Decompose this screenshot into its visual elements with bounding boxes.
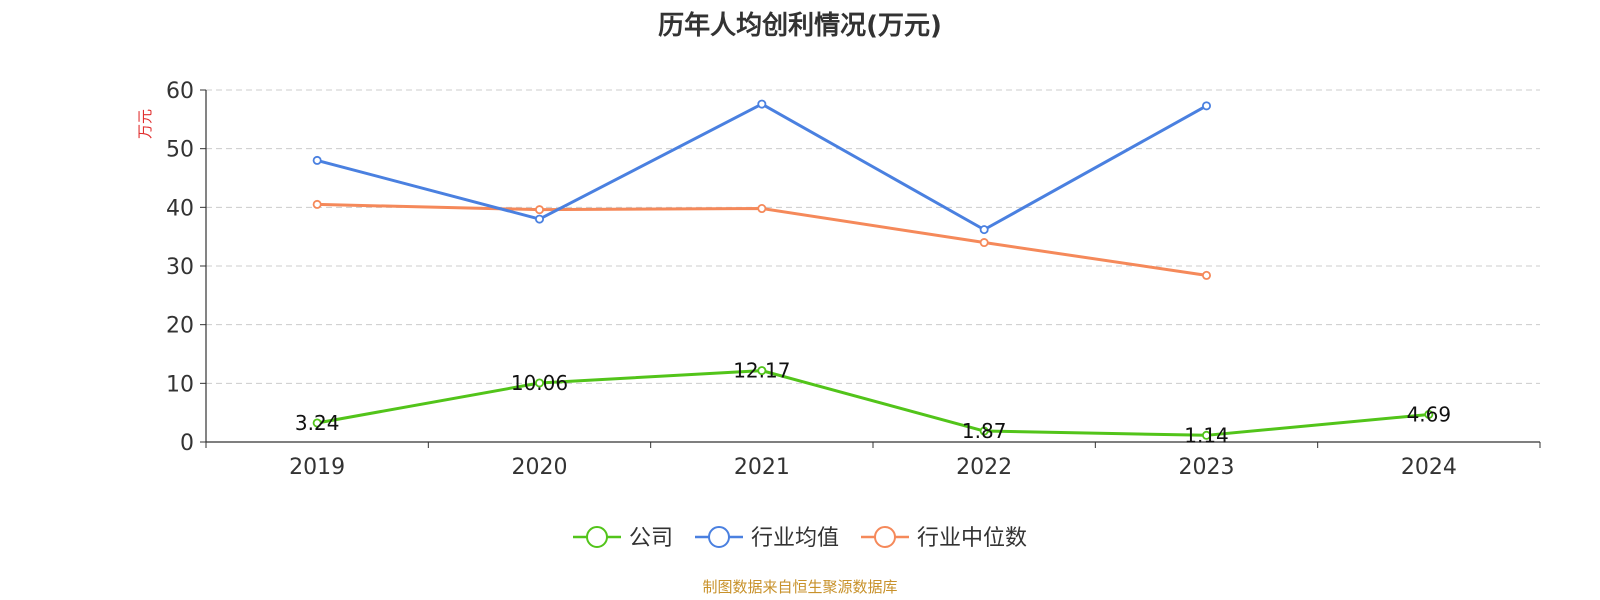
data-point: [1202, 430, 1212, 440]
data-point: [979, 426, 989, 436]
legend-item: 公司: [573, 526, 673, 551]
data-point: [1202, 101, 1212, 111]
data-label: 3.24: [295, 411, 340, 435]
legend-label: 行业均值: [751, 526, 839, 551]
legend-marker: [586, 526, 608, 548]
data-point: [535, 378, 545, 388]
series-line-2: [317, 202, 1207, 277]
data-label: 1.14: [1184, 423, 1229, 447]
y-tick-label: 0: [180, 431, 194, 456]
y-tick-label: 50: [166, 138, 194, 163]
legend-label: 公司: [629, 526, 673, 551]
x-tick-label: 2023: [1179, 455, 1235, 480]
source-note: 制图数据来自恒生聚源数据库: [702, 578, 897, 596]
y-axis-label: 万元: [136, 109, 154, 139]
data-label: 1.87: [962, 419, 1007, 443]
data-label: 4.69: [1407, 402, 1452, 426]
data-point: [757, 99, 767, 109]
data-point: [979, 225, 989, 235]
y-tick-label: 30: [166, 255, 194, 280]
y-tick-label: 10: [166, 372, 194, 397]
x-tick-label: 2022: [956, 455, 1012, 480]
data-point: [312, 418, 322, 428]
legend-item: 行业中位数: [861, 526, 1027, 551]
x-tick-label: 2024: [1401, 455, 1457, 480]
series-line-0: [316, 369, 1429, 437]
data-label: 10.06: [511, 371, 568, 395]
legend-label: 行业中位数: [917, 526, 1027, 551]
x-tick-label: 2021: [734, 455, 790, 480]
chart-title: 历年人均创利情况(万元): [658, 10, 942, 41]
data-point: [1424, 409, 1434, 419]
data-point: [535, 205, 545, 215]
x-tick-label: 2020: [512, 455, 568, 480]
data-point: [535, 214, 545, 224]
data-point: [979, 238, 989, 248]
y-tick-label: 20: [166, 314, 194, 339]
data-point: [312, 155, 322, 165]
y-tick-label: 40: [166, 196, 194, 221]
data-point: [1202, 270, 1212, 280]
legend-marker: [708, 526, 730, 548]
data-label: 12.17: [733, 359, 790, 383]
y-tick-label: 60: [166, 79, 194, 104]
legend-marker: [874, 526, 896, 548]
data-point: [757, 366, 767, 376]
data-point: [312, 199, 322, 209]
x-tick-label: 2019: [289, 455, 345, 480]
data-point: [757, 204, 767, 214]
legend-item: 行业均值: [695, 526, 839, 551]
